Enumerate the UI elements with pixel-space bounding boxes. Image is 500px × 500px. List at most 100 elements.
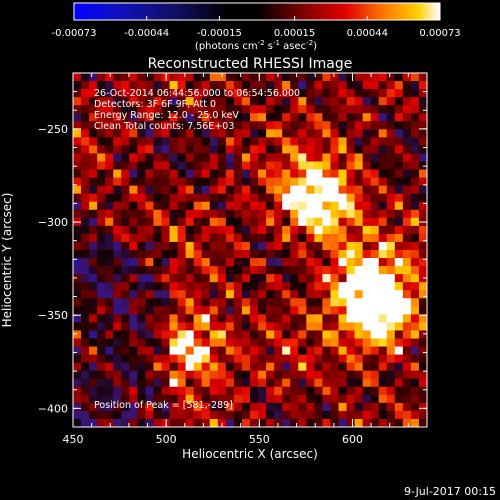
image-pixel — [258, 89, 267, 98]
image-pixel — [386, 282, 396, 291]
image-pixel — [113, 137, 122, 146]
image-pixel — [362, 282, 372, 291]
image-pixel — [145, 354, 154, 364]
image-pixel — [185, 330, 195, 339]
image-pixel — [354, 201, 364, 211]
image-pixel — [354, 177, 364, 187]
image-pixel — [362, 402, 372, 412]
image-pixel — [137, 105, 146, 114]
image-pixel — [161, 298, 170, 307]
image-pixel — [338, 386, 347, 396]
image-pixel — [137, 306, 146, 315]
image-pixel — [346, 73, 355, 82]
image-pixel — [241, 402, 251, 412]
image-pixel — [418, 386, 427, 396]
image-pixel — [169, 209, 178, 219]
image-pixel — [97, 290, 106, 299]
image-pixel — [378, 274, 388, 283]
image-pixel — [169, 354, 178, 364]
image-pixel — [410, 105, 420, 114]
image-pixel — [250, 217, 259, 227]
image-pixel — [73, 282, 82, 291]
image-pixel — [314, 314, 323, 323]
image-pixel — [121, 378, 130, 388]
image-pixel — [290, 145, 299, 154]
image-pixel — [233, 217, 243, 227]
image-pixel — [306, 241, 315, 251]
image-pixel — [89, 201, 98, 211]
image-pixel — [370, 258, 380, 267]
image-pixel — [81, 233, 90, 243]
image-pixel — [121, 113, 130, 122]
image-pixel — [177, 105, 187, 114]
image-pixel — [330, 346, 339, 355]
image-pixel — [209, 330, 219, 339]
image-pixel — [97, 153, 106, 162]
image-pixel — [418, 185, 427, 195]
image-pixel — [121, 402, 130, 412]
image-pixel — [153, 145, 162, 154]
image-pixel — [354, 378, 364, 388]
image-pixel — [153, 410, 162, 420]
image-pixel — [209, 121, 219, 130]
image-pixel — [121, 386, 130, 396]
image-pixel — [290, 322, 299, 331]
image-pixel — [306, 225, 315, 235]
image-pixel — [258, 121, 267, 130]
image-pixel — [418, 250, 427, 259]
image-pixel — [306, 330, 315, 339]
image-pixel — [129, 418, 138, 427]
image-pixel — [402, 233, 412, 243]
image-pixel — [338, 233, 347, 243]
image-pixel — [266, 290, 275, 299]
image-pixel — [97, 330, 106, 339]
image-pixel — [225, 185, 235, 195]
image-pixel — [394, 250, 404, 259]
image-pixel — [113, 250, 122, 259]
image-pixel — [418, 97, 427, 106]
image-pixel — [402, 362, 412, 372]
image-pixel — [145, 378, 154, 388]
image-pixel — [121, 306, 130, 315]
image-pixel — [306, 233, 315, 243]
image-pixel — [418, 362, 427, 372]
image-pixel — [402, 258, 412, 267]
image-pixel — [410, 169, 420, 178]
image-pixel — [217, 274, 227, 283]
image-pixel — [169, 121, 178, 130]
image-pixel — [250, 209, 259, 219]
image-pixel — [217, 402, 227, 412]
image-pixel — [81, 338, 90, 347]
image-pixel — [145, 169, 154, 178]
image-pixel — [129, 185, 138, 195]
image-pixel — [410, 177, 420, 187]
image-pixel — [193, 233, 203, 243]
image-pixel — [322, 290, 331, 299]
image-pixel — [225, 241, 235, 251]
image-pixel — [338, 258, 347, 267]
image-pixel — [129, 113, 138, 122]
image-pixel — [97, 105, 106, 114]
image-pixel — [201, 105, 211, 114]
image-pixel — [322, 322, 331, 331]
image-pixel — [290, 209, 299, 219]
colorbar-tick-label: 0.00044 — [347, 28, 388, 39]
image-pixel — [370, 306, 380, 315]
image-pixel — [354, 370, 364, 380]
image-pixel — [161, 241, 170, 251]
image-pixel — [113, 217, 122, 227]
image-pixel — [145, 201, 154, 211]
image-pixel — [330, 185, 339, 195]
image-pixel — [258, 201, 267, 211]
image-pixel — [161, 233, 170, 243]
image-pixel — [225, 137, 235, 146]
image-pixel — [306, 217, 315, 227]
image-pixel — [402, 161, 412, 170]
image-pixel — [97, 113, 106, 122]
image-pixel — [121, 89, 130, 98]
image-pixel — [233, 233, 243, 243]
image-pixel — [346, 378, 355, 388]
image-pixel — [322, 137, 331, 146]
image-pixel — [177, 330, 187, 339]
image-pixel — [225, 177, 235, 187]
